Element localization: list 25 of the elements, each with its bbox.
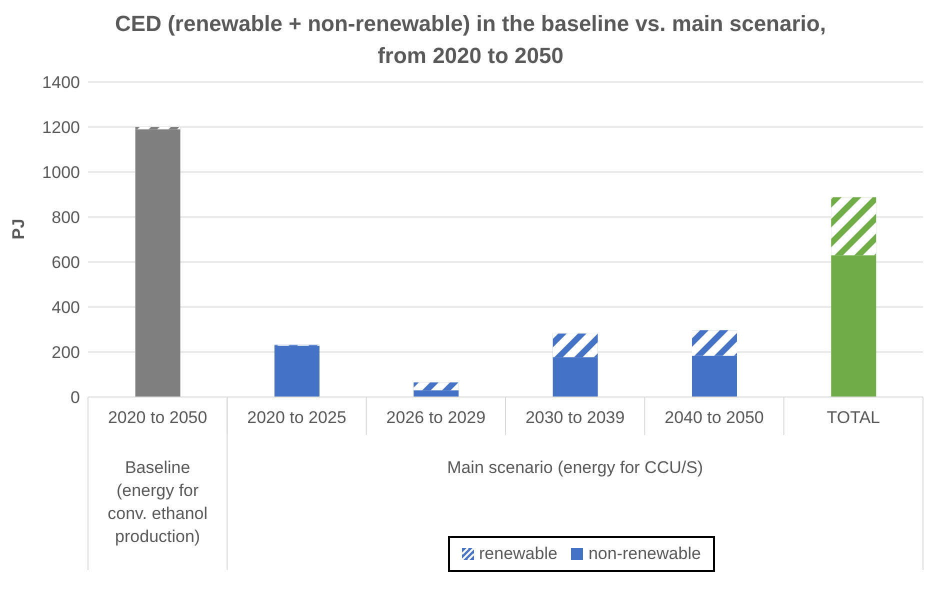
y-tick-label: 0 xyxy=(70,388,80,408)
y-tick-label: 200 xyxy=(52,343,80,362)
y-tick-label: 400 xyxy=(52,298,80,318)
legend-label: non-renewable xyxy=(588,544,701,564)
y-tick-label: 1400 xyxy=(42,73,80,92)
bar xyxy=(692,356,737,397)
bar xyxy=(135,129,180,397)
y-tick-label: 1000 xyxy=(42,163,80,182)
y-axis-title: PJ xyxy=(9,218,28,240)
y-tick-label: 1200 xyxy=(42,118,80,138)
text: Baseline (energy for conv. ethanol production) xyxy=(108,458,208,546)
chart-title: CED (renewable + non-renewable) in the baseline vs. main scenario, from 2020 to 2050 xyxy=(114,10,827,70)
y-tick-label: 800 xyxy=(52,208,80,228)
x-tick-label: 2020 to 2025 xyxy=(247,408,346,427)
bar xyxy=(552,357,598,397)
bar xyxy=(274,346,320,397)
bar xyxy=(831,255,876,397)
text: Main scenario (energy for CCU/S) xyxy=(447,458,704,477)
x-tick-label: 2020 to 2050 xyxy=(108,408,208,427)
y-tick-label: 600 xyxy=(52,253,80,272)
x-tick-label: 2026 to 2029 xyxy=(386,408,486,427)
legend-label: renewable xyxy=(479,544,558,564)
x-tick-label: TOTAL xyxy=(826,408,880,427)
x-tick-label: 2030 to 2039 xyxy=(525,408,625,427)
x-tick-label: 2040 to 2050 xyxy=(664,408,764,427)
